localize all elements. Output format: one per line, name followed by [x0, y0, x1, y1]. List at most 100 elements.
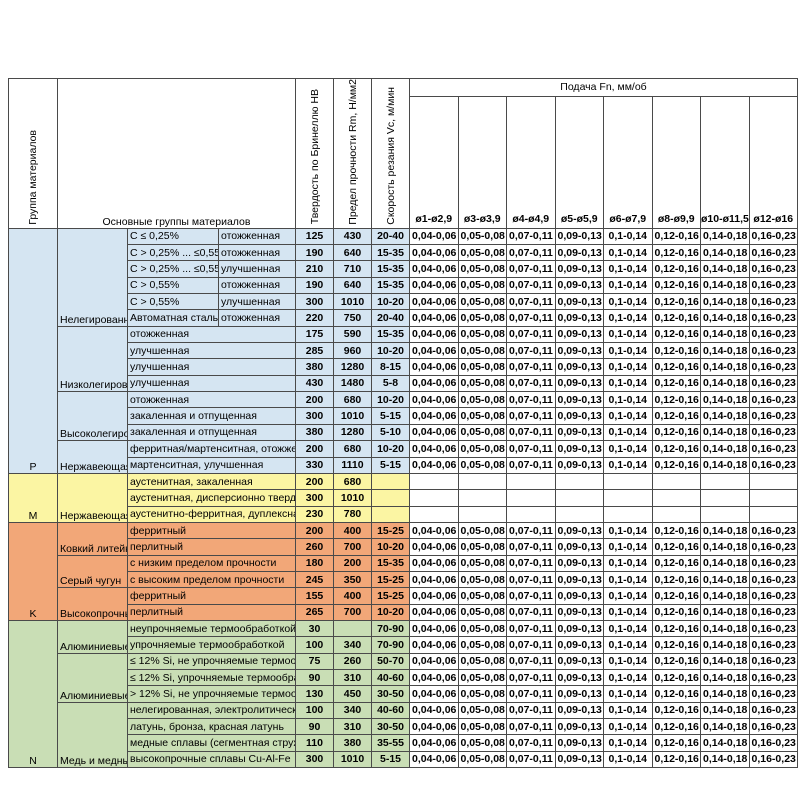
feed-cell: 0,14-0,18 [700, 685, 750, 703]
treatment-cell: улучшенная [218, 260, 296, 278]
table-row: > 12% Si, не упрочняемые термообработкой… [9, 685, 798, 703]
feed-cell: 0,05-0,08 [457, 750, 507, 769]
material-spec-cell: неупрочняемые термообработкой [127, 619, 296, 638]
feed-cell: 0,14-0,18 [700, 603, 750, 621]
feed-cell: 0,05-0,08 [457, 587, 507, 605]
feed-cell: 0,12-0,16 [651, 309, 701, 327]
feed-cell: 0,14-0,18 [700, 734, 750, 752]
feed-cell [651, 505, 701, 523]
table-row: с высоким пределом прочности 245 350 15-25 0… [9, 570, 798, 589]
rm-cell: 430 [333, 227, 372, 246]
rm-cell: 400 [333, 521, 372, 540]
feed-cell: 0,12-0,16 [651, 276, 701, 295]
feed-cell: 0,12-0,16 [651, 456, 701, 474]
feed-cell: 0,04-0,06 [409, 325, 459, 344]
vc-cell: 5-8 [371, 374, 410, 393]
hb-cell: 330 [295, 456, 334, 474]
feed-cell: 0,14-0,18 [700, 587, 750, 605]
hb-cell: 210 [295, 260, 334, 278]
hb-cell: 285 [295, 342, 334, 360]
vc-cell: 15-25 [371, 570, 410, 589]
feed-cell: 0,04-0,06 [409, 636, 459, 654]
feed-cell: 0,07-0,11 [506, 456, 556, 474]
feed-cell: 0,09-0,13 [554, 685, 604, 703]
feed-cell: 0,14-0,18 [700, 750, 750, 769]
group-letter-cell: M [8, 472, 58, 523]
feed-cell: 0,07-0,11 [506, 717, 556, 736]
feed-cell: 0,05-0,08 [457, 391, 507, 409]
table-row: Медь и медные сплавынелегированная, элек… [9, 701, 798, 769]
feed-cell: 0,14-0,18 [700, 652, 750, 670]
feed-cell: 0,14-0,18 [700, 554, 750, 572]
feed-cell: 0,12-0,16 [651, 750, 701, 769]
feed-cell: 0,1-0,14 [603, 652, 653, 670]
feed-cell: 0,12-0,16 [651, 407, 701, 425]
feed-cell: 0,07-0,11 [506, 358, 556, 376]
feed-cell: 0,16-0,23 [748, 309, 798, 327]
vc-cell: 10-20 [371, 391, 410, 409]
feed-cell: 0,07-0,11 [506, 391, 556, 409]
material-subgroup-cell: Медь и медные сплавы [57, 701, 128, 769]
feed-cell: 0,05-0,08 [457, 554, 507, 572]
rm-cell: 340 [333, 701, 372, 720]
feed-cell: 0,16-0,23 [748, 636, 798, 654]
header-material-group-label: Группа материалов [27, 129, 39, 225]
table-row: закаленная и отпущенная 300 1010 5-15 0,04-0… [9, 407, 798, 425]
feed-cell: 0,1-0,14 [603, 717, 653, 736]
hb-cell: 380 [295, 423, 334, 442]
feed-cell: 0,09-0,13 [554, 554, 604, 572]
header-hardness-label: Твердость по Бринеллю НВ [308, 89, 321, 225]
feed-cell: 0,05-0,08 [457, 570, 507, 589]
feed-cell: 0,16-0,23 [748, 374, 798, 393]
feed-cell: 0,07-0,11 [506, 668, 556, 687]
feed-cell: 0,09-0,13 [554, 276, 604, 295]
feed-cell: 0,09-0,13 [554, 440, 604, 458]
feed-cell: 0,14-0,18 [700, 570, 750, 589]
feed-cell: 0,1-0,14 [603, 440, 653, 458]
hb-cell: 265 [295, 603, 334, 621]
feed-cell [409, 489, 459, 507]
treatment-cell: отожженная [218, 227, 296, 246]
rm-cell: 780 [333, 505, 372, 523]
feed-cell: 0,04-0,06 [409, 668, 459, 687]
material-spec-cell: отожженная [127, 391, 296, 409]
material-spec-cell: аустенитная, закаленная [127, 472, 296, 491]
feed-cell: 0,09-0,13 [554, 636, 604, 654]
feed-cell [603, 505, 653, 523]
feed-cell: 0,16-0,23 [748, 701, 798, 720]
table-row: латунь, бронза, красная латунь 90 310 30-50… [9, 717, 798, 736]
hb-cell: 100 [295, 701, 334, 720]
vc-cell: 40-60 [371, 668, 410, 687]
feed-cell: 0,14-0,18 [700, 342, 750, 360]
feed-cell: 0,12-0,16 [651, 521, 701, 540]
feed-cell: 0,1-0,14 [603, 734, 653, 752]
material-spec-cell: мартенситная, улучшенная [127, 456, 296, 474]
feed-cell: 0,14-0,18 [700, 701, 750, 720]
table-row: улучшенная 430 1480 5-8 0,04-0,06 0,05-0,08 0,… [9, 374, 798, 393]
feed-cell: 0,05-0,08 [457, 734, 507, 752]
rm-cell: 1010 [333, 750, 372, 769]
feed-cell [457, 489, 507, 507]
vc-cell: 20-40 [371, 227, 410, 246]
header-main-groups: Основные группы материалов [57, 78, 296, 229]
vc-cell: 10-20 [371, 538, 410, 556]
feed-cell [700, 505, 750, 523]
feed-cell: 0,16-0,23 [748, 456, 798, 474]
vc-cell: 5-15 [371, 407, 410, 425]
feed-cell [748, 505, 798, 523]
feed-cell: 0,04-0,06 [409, 570, 459, 589]
vc-cell: 30-50 [371, 685, 410, 703]
feed-cell: 0,05-0,08 [457, 358, 507, 376]
feed-cell: 0,1-0,14 [603, 293, 653, 311]
material-spec-cell: улучшенная [127, 374, 296, 393]
vc-cell: 10-20 [371, 603, 410, 621]
feed-cell: 0,07-0,11 [506, 407, 556, 425]
feed-cell: 0,12-0,16 [651, 260, 701, 278]
hb-cell: 300 [295, 750, 334, 769]
table-row: мартенситная, улучшенная 330 1110 5-15 0,04-… [9, 456, 798, 474]
feed-cell: 0,07-0,11 [506, 423, 556, 442]
hb-cell: 230 [295, 505, 334, 523]
feed-cell: 0,04-0,06 [409, 750, 459, 769]
material-spec-cell: упрочняемые термообработкой [127, 636, 296, 654]
